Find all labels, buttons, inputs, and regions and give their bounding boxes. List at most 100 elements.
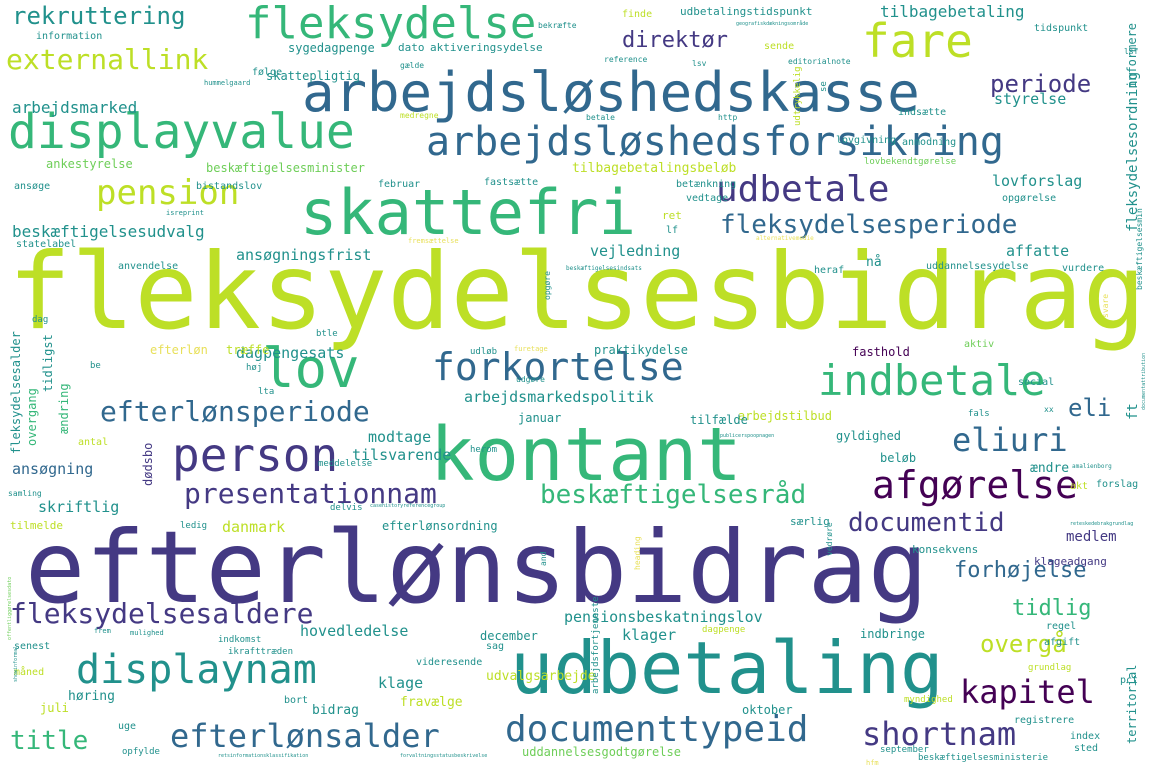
word: grundlag xyxy=(1028,664,1071,673)
word: publicerspoopnagen xyxy=(720,434,774,439)
word: udtrykkelig xyxy=(794,66,803,126)
word: tilbagebetaling xyxy=(880,4,1025,20)
word: indbetale xyxy=(818,360,1046,402)
word: isreprint xyxy=(166,210,204,217)
word: beskæftigelsesudvalg xyxy=(12,224,205,240)
word: dødsbo xyxy=(142,443,154,486)
word: ændre xyxy=(1030,462,1069,475)
word: tilmelde xyxy=(10,520,63,531)
word: styrelse xyxy=(994,92,1066,107)
word: aktiv xyxy=(964,340,994,350)
word: fleksydelsesaldere xyxy=(10,600,313,628)
word: forvaltningsstatusbeskrivelse xyxy=(400,754,487,759)
word: fastsætte xyxy=(484,178,538,188)
word: finde xyxy=(622,10,652,20)
word: efterlønsperiode xyxy=(100,398,370,426)
word: klage xyxy=(378,676,423,691)
word: udvalgsarbejde xyxy=(486,670,596,683)
word: lsv xyxy=(692,60,706,68)
word: arbejdsmarkedspolitik xyxy=(464,390,654,405)
word: juli xyxy=(40,702,69,714)
word: lovbekendtgørelse xyxy=(864,158,956,167)
word: heading xyxy=(634,536,642,570)
word: overgang xyxy=(26,388,38,446)
word: sted xyxy=(1074,744,1098,754)
word: medregne xyxy=(400,112,439,120)
word: rekruttering xyxy=(12,4,185,28)
word: arbejdsmarked xyxy=(12,100,137,116)
word: bort xyxy=(284,696,308,706)
word: videresende xyxy=(416,658,482,668)
word: mulighed xyxy=(130,630,164,637)
word: indbringe xyxy=(860,628,925,640)
word: vedrøre xyxy=(826,522,834,556)
word: nå xyxy=(866,256,882,269)
word: alternativemedie xyxy=(756,236,814,242)
word: sygedagpenge xyxy=(288,42,375,54)
word: senest xyxy=(14,642,50,652)
word: høj xyxy=(246,364,262,373)
word: informere xyxy=(1126,23,1138,88)
word: btle xyxy=(316,330,338,339)
word: klageadgang xyxy=(1034,556,1107,567)
word: dato xyxy=(398,42,425,53)
word: affatte xyxy=(1006,244,1069,259)
word: januar xyxy=(518,412,561,424)
word: opgøre xyxy=(544,271,552,300)
word: skriftlig xyxy=(38,500,119,515)
word: geografiskdækningsområde xyxy=(736,22,808,27)
word: fleksydelsesalder xyxy=(10,331,22,454)
word: svare xyxy=(1102,294,1110,318)
word: index xyxy=(1070,732,1100,742)
word: ret xyxy=(662,210,682,221)
word: anvendelse xyxy=(118,262,178,272)
word: fare xyxy=(862,18,973,64)
word: følge xyxy=(252,68,282,78)
word: udbetale xyxy=(716,172,889,208)
word: arbejdsløshedskasse xyxy=(302,66,920,120)
word: lovforslag xyxy=(992,174,1082,189)
word: http xyxy=(718,114,737,122)
word: anmodning xyxy=(902,138,956,148)
word: skattefri xyxy=(300,182,636,244)
word: afgift xyxy=(1044,638,1080,648)
word: heraf xyxy=(814,266,844,276)
word: ft xyxy=(1126,403,1140,420)
word: fremsættelse xyxy=(408,238,459,245)
word: akt xyxy=(1070,482,1088,492)
word: praktikydelse xyxy=(594,344,688,356)
word: documentid xyxy=(848,510,1005,536)
word: documentattribution xyxy=(1142,353,1147,410)
word: documenttypeid xyxy=(505,712,808,748)
word: efterløn xyxy=(150,344,208,356)
word: eli xyxy=(1068,396,1111,420)
word: editorialnote xyxy=(788,58,851,66)
word: indsætte xyxy=(898,108,946,118)
word: meddelelse xyxy=(318,460,372,469)
word: delvis xyxy=(330,504,363,513)
word: direktør xyxy=(622,30,728,52)
word: tidspunkt xyxy=(1034,24,1088,34)
word: registrere xyxy=(1014,716,1074,726)
word: træffe xyxy=(226,344,269,356)
word: februar xyxy=(378,180,420,190)
word: tidligst xyxy=(42,334,54,392)
word: fravælge xyxy=(400,696,463,709)
word: medlem xyxy=(1066,530,1117,544)
word: fleksydelsesbidrag xyxy=(8,240,1146,345)
word: beskæftigelsesminister xyxy=(206,162,365,174)
word: person xyxy=(172,432,338,478)
word: hummelgaard xyxy=(204,80,250,87)
word: efterlønsordning xyxy=(382,520,498,532)
word: særlig xyxy=(790,516,830,527)
word: betale xyxy=(586,114,615,122)
word: konsekvens xyxy=(912,544,978,555)
word: tilbagebetalingsbeløb xyxy=(572,162,736,175)
word: bistandslov xyxy=(196,182,262,192)
word: samling xyxy=(8,490,42,498)
word: ansøgning xyxy=(12,462,93,477)
word: efterlønsalder xyxy=(170,720,440,752)
word: beløb xyxy=(880,452,916,464)
word: fasthold xyxy=(852,346,910,358)
